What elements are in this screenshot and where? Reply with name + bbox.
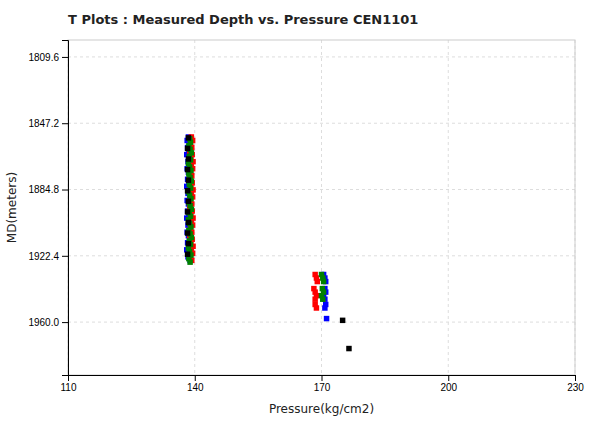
grid-line-y [68, 255, 575, 256]
series [184, 134, 329, 321]
grid-line-y [68, 322, 575, 323]
y-tick: 1847.2 [28, 118, 68, 129]
point [187, 259, 192, 264]
points [184, 134, 352, 351]
y-tick-mark [62, 57, 68, 58]
x-tick-mark [195, 375, 196, 381]
y-tick-label: 1960.0 [28, 317, 59, 328]
y-tick-mark [62, 123, 68, 124]
x-tick-label: 140 [187, 382, 204, 393]
y-tick: 1809.6 [28, 52, 68, 63]
grid-line-x [321, 40, 322, 375]
y-axis: 1809.6 1847.2 1884.8 1922.4 1960.0 [28, 41, 68, 376]
series [186, 136, 327, 302]
x-tick-mark [575, 375, 576, 381]
title: T Plots : Measured Depth vs. Pressure CE… [68, 12, 418, 27]
point [185, 167, 190, 172]
y-axis-title: MD(meters) [5, 172, 19, 243]
series [187, 134, 320, 311]
x-tick: 170 [314, 375, 331, 393]
point [186, 177, 191, 182]
point [186, 199, 191, 204]
chart: 1101401702002301809.61847.21884.81922.41… [0, 0, 600, 423]
point [186, 156, 191, 161]
x-tick-label: 230 [567, 382, 584, 393]
x-axis-title: Pressure(kg/cm2) [269, 402, 374, 416]
point [185, 146, 190, 151]
point [322, 305, 327, 310]
x-tick-mark [448, 375, 449, 381]
x-axis-line [69, 376, 576, 382]
point [185, 188, 190, 193]
y-tick: 1960.0 [28, 317, 68, 328]
grid-line-y [68, 123, 575, 124]
x-axis: 110 140 170 200 230 [61, 375, 585, 393]
grid-line-y [68, 189, 575, 190]
y-tick: 1922.4 [28, 251, 68, 262]
x-tick: 230 [567, 375, 584, 393]
point [185, 230, 190, 235]
x-tick: 200 [440, 375, 457, 393]
y-tick-label: 1809.6 [28, 52, 59, 63]
point [315, 279, 320, 284]
y-axis-line [62, 41, 69, 376]
point [346, 346, 351, 351]
x-tick-label: 170 [314, 382, 331, 393]
point [186, 135, 191, 140]
point [340, 318, 345, 323]
x-tick-label: 110 [61, 382, 77, 393]
point [186, 220, 191, 225]
series [185, 135, 352, 351]
x-tick-label: 200 [440, 382, 457, 393]
point [321, 279, 326, 284]
point [185, 209, 190, 214]
x-tick: 110 [61, 375, 77, 393]
plot-frame [68, 40, 575, 375]
point [314, 305, 319, 310]
y-tick-mark [62, 190, 68, 191]
y-tick-label: 1847.2 [28, 118, 59, 129]
point [312, 296, 317, 301]
x-tick: 140 [187, 375, 204, 393]
point [324, 316, 329, 321]
point [320, 296, 325, 301]
grid-line-x [448, 40, 449, 375]
y-tick-label: 1884.8 [28, 184, 59, 195]
y-tick-mark [62, 256, 68, 257]
grid-line-x [194, 40, 195, 375]
y-tick-mark [62, 322, 68, 323]
plot: 1101401702002301809.61847.21884.81922.41… [28, 40, 584, 393]
point [185, 251, 190, 256]
grid-line-y [68, 56, 575, 57]
y-tick-label: 1922.4 [28, 251, 59, 262]
grid [68, 40, 575, 375]
y-tick: 1884.8 [28, 184, 68, 195]
x-tick-mark [322, 375, 323, 381]
point [186, 241, 191, 246]
